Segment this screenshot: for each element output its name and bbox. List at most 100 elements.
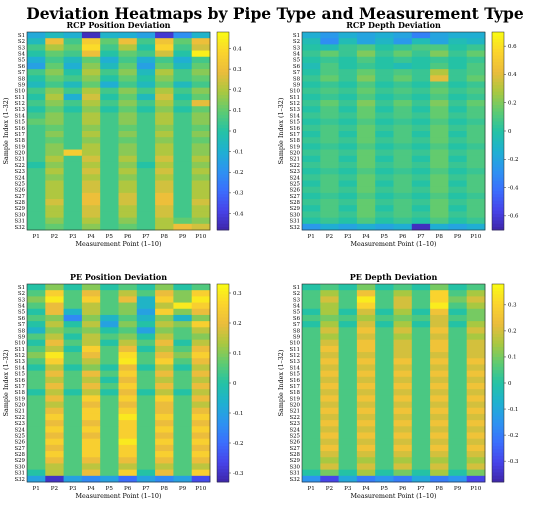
- heatmap-cell: [63, 475, 83, 483]
- colorbar-segment: [492, 383, 504, 387]
- heatmap-cell: [45, 457, 64, 464]
- heatmap-cell: [118, 223, 138, 231]
- heatmap-cell: [63, 296, 83, 303]
- y-tick-label: S16: [14, 378, 25, 384]
- heatmap-cell: [173, 106, 193, 113]
- colorbar-segment: [217, 197, 229, 201]
- heatmap-cell: [155, 358, 174, 365]
- heatmap-cell: [448, 100, 468, 107]
- x-tick-label: P7: [417, 234, 425, 240]
- heatmap-cell: [411, 106, 431, 113]
- heatmap-cell: [393, 457, 413, 464]
- colorbar-segment: [492, 333, 504, 338]
- colorbar-tick-label: -0.3: [233, 471, 244, 477]
- colorbar-segment: [217, 478, 229, 483]
- colorbar-segment: [492, 416, 504, 420]
- heatmap-cell: [356, 475, 376, 483]
- heatmap-title: RCP Position Deviation: [67, 20, 171, 30]
- heatmap-cell: [411, 75, 431, 82]
- heatmap-cell: [338, 463, 358, 471]
- heatmap-cell: [136, 302, 156, 310]
- heatmap-cell: [375, 124, 394, 132]
- heatmap-cell: [155, 69, 174, 76]
- y-tick-label: S9: [293, 334, 301, 340]
- heatmap-cell: [320, 199, 339, 206]
- heatmap-cell: [320, 345, 339, 353]
- heatmap-cell: [356, 118, 376, 126]
- heatmap-cell: [448, 131, 468, 138]
- heatmap-cell: [81, 205, 101, 212]
- heatmap-cell: [100, 321, 119, 328]
- heatmap-cell: [338, 284, 358, 291]
- heatmap-cell: [430, 383, 449, 390]
- y-tick-label: S4: [18, 304, 26, 310]
- heatmap-cell: [448, 168, 468, 175]
- heatmap-cell: [81, 106, 101, 113]
- heatmap-cell: [63, 38, 83, 45]
- heatmap-cell: [375, 370, 394, 378]
- heatmap-cell: [356, 223, 376, 231]
- colorbar-segment: [217, 465, 229, 470]
- heatmap-cell: [118, 395, 138, 402]
- heatmap-cell: [155, 352, 174, 359]
- heatmap-cell: [302, 199, 321, 206]
- heatmap-cell: [302, 296, 321, 303]
- colorbar-segment: [492, 284, 504, 288]
- heatmap-cell: [375, 223, 394, 231]
- y-tick-label: S20: [289, 403, 300, 409]
- heatmap-cell: [393, 199, 413, 206]
- heatmap-cell: [155, 174, 174, 181]
- heatmap-cell: [100, 302, 119, 310]
- heatmap-cell: [155, 389, 174, 396]
- heatmap-cell: [411, 131, 431, 138]
- heatmap-cell: [45, 308, 64, 316]
- y-tick-label: S17: [289, 384, 300, 390]
- colorbar-segment: [492, 350, 504, 354]
- colorbar-segment: [492, 127, 504, 132]
- colorbar-segment: [492, 117, 504, 122]
- heatmap-cell: [393, 302, 413, 310]
- colorbar-segment: [492, 61, 504, 66]
- heatmap-cell: [375, 186, 394, 194]
- heatmap-cell: [81, 389, 101, 396]
- heatmap-cell: [63, 137, 83, 144]
- x-tick-label: P7: [142, 234, 150, 240]
- heatmap-cell: [302, 302, 321, 310]
- heatmap-cell: [191, 118, 211, 126]
- heatmap-cell: [375, 44, 394, 51]
- heatmap-cell: [191, 223, 211, 231]
- heatmap-cell: [320, 475, 339, 483]
- heatmap-cell: [411, 161, 431, 169]
- heatmap-cell: [393, 308, 413, 316]
- heatmap-cell: [191, 389, 211, 396]
- heatmap-cell: [466, 457, 486, 464]
- colorbar-segment: [492, 167, 504, 171]
- heatmap-cell: [191, 463, 211, 471]
- heatmap-cell: [136, 205, 156, 212]
- heatmap-cell: [63, 131, 83, 138]
- heatmap-cell: [118, 314, 138, 322]
- heatmap-cell: [191, 451, 211, 458]
- colorbar-tick-label: -0.2: [233, 170, 243, 176]
- x-tick-label: P9: [454, 486, 462, 492]
- heatmap-cell: [448, 180, 468, 188]
- heatmap-cell: [81, 75, 101, 82]
- heatmap-cell: [173, 100, 193, 107]
- heatmap-cell: [302, 457, 321, 464]
- y-tick-label: S18: [14, 390, 25, 396]
- x-tick-label: P2: [51, 486, 59, 492]
- heatmap-cell: [338, 149, 358, 157]
- heatmap-cell: [466, 100, 486, 107]
- heatmap-cell: [45, 81, 64, 89]
- heatmap-cell: [191, 370, 211, 378]
- heatmap-cell: [45, 370, 64, 378]
- heatmap-cell: [430, 352, 449, 359]
- colorbar-segment: [217, 445, 229, 450]
- heatmap-cell: [338, 112, 358, 120]
- heatmap-cell: [448, 438, 468, 446]
- heatmap-cell: [155, 444, 174, 452]
- colorbar-segment: [492, 206, 504, 211]
- colorbar-segment: [217, 71, 229, 76]
- colorbar-segment: [217, 84, 229, 89]
- colorbar-segment: [492, 396, 504, 400]
